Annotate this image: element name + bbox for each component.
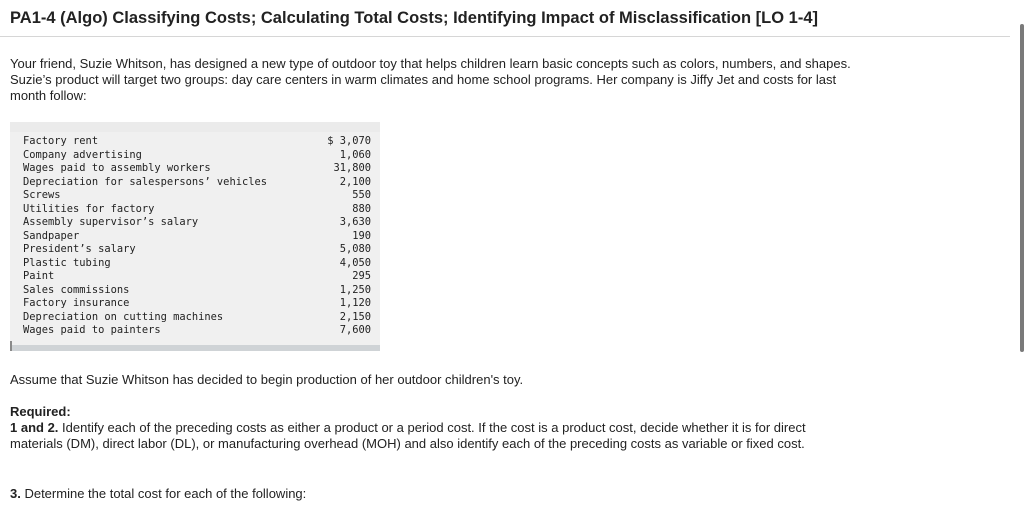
cost-amount: 5,080 (339, 243, 371, 255)
assumption-text: Assume that Suzie Whitson has decided to… (10, 372, 524, 387)
cost-table-panel: Factory rent $ 3,070 Company advertising 1,… (10, 122, 380, 351)
cost-amount: 880 (352, 202, 371, 215)
cost-item-label: Wages paid to painters (23, 324, 161, 336)
cost-amount: 550 (352, 189, 371, 201)
table-corner-mark (10, 341, 12, 351)
cost-amount: $ 3,070 (327, 135, 371, 147)
cost-item-label: President’s salary (23, 243, 136, 255)
cost-item-label: Utilities for factory (23, 202, 155, 215)
cost-item-label: Sales commissions (23, 283, 130, 296)
requirement-3-text: Determine the total cost for each of the… (20, 486, 307, 501)
requirement-1-2-text: Identify each of the preceding costs as … (10, 420, 806, 451)
cost-item-label: Company advertising (23, 148, 142, 161)
cost-item-label: Assembly supervisor’s salary (23, 216, 199, 228)
table-row: Sales commissions 1,250 (23, 284, 371, 298)
table-row: Utilities for factory 880 (23, 203, 371, 217)
cost-table: Factory rent $ 3,070 Company advertising 1,… (23, 135, 371, 338)
table-row: Company advertising 1,060 (23, 149, 371, 163)
cost-item-label: Paint (23, 270, 55, 282)
cost-amount: 3,630 (339, 216, 371, 228)
cost-item-label: Plastic tubing (23, 256, 111, 269)
cost-amount: 1,250 (339, 283, 371, 296)
cost-amount: 1,060 (339, 148, 371, 161)
requirement-1-2-label: 1 and 2. (10, 420, 59, 435)
cost-amount: 31,800 (333, 162, 371, 174)
requirement-1-2: 1 and 2. Identify each of the preceding … (10, 420, 860, 452)
cost-item-label: Screws (23, 189, 61, 201)
page-scrollbar[interactable] (1020, 24, 1024, 352)
cost-item-label: Factory insurance (23, 297, 130, 309)
cost-item-label: Depreciation on cutting machines (23, 310, 224, 323)
table-row: Screws 550 (23, 189, 371, 203)
cost-item-label: Sandpaper (23, 229, 80, 242)
table-row: Wages paid to painters 7,600 (23, 324, 371, 338)
table-row: President’s salary 5,080 (23, 243, 371, 257)
table-row: Factory insurance 1,120 (23, 297, 371, 311)
cost-amount: 7,600 (339, 324, 371, 336)
cost-item-label: Factory rent (23, 135, 99, 147)
cost-item-label: Depreciation for salespersons’ vehicles (23, 175, 267, 188)
table-row: Plastic tubing 4,050 (23, 257, 371, 271)
table-row: Wages paid to assembly workers 31,800 (23, 162, 371, 176)
required-heading: Required: (10, 404, 71, 419)
table-row: Factory rent $ 3,070 (23, 135, 371, 149)
cost-item-label: Wages paid to assembly workers (23, 162, 211, 174)
title-divider (0, 36, 1010, 37)
cost-amount: 190 (352, 229, 371, 242)
table-bottom-band (10, 345, 380, 351)
table-row: Assembly supervisor’s salary 3,630 (23, 216, 371, 230)
requirement-3: 3. Determine the total cost for each of … (10, 486, 306, 501)
cost-amount: 2,150 (339, 310, 371, 323)
table-top-band (10, 122, 380, 132)
problem-title: PA1-4 (Algo) Classifying Costs; Calculat… (10, 9, 818, 27)
cost-amount: 4,050 (339, 256, 371, 269)
table-row: Sandpaper 190 (23, 230, 371, 244)
table-row: Depreciation for salespersons’ vehicles 2… (23, 176, 371, 190)
cost-amount: 295 (352, 270, 371, 282)
cost-amount: 1,120 (339, 297, 371, 309)
cost-amount: 2,100 (339, 175, 371, 188)
intro-paragraph: Your friend, Suzie Whitson, has designed… (10, 56, 851, 103)
table-row: Paint 295 (23, 270, 371, 284)
table-row: Depreciation on cutting machines 2,150 (23, 311, 371, 325)
requirement-3-label: 3. (10, 486, 21, 501)
